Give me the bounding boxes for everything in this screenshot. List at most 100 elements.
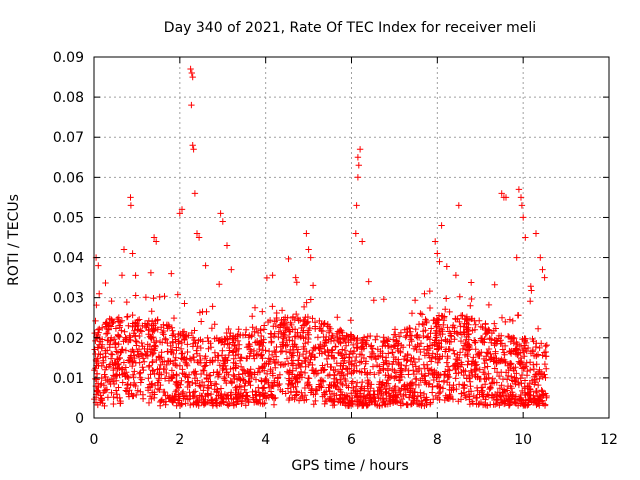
- data-point: [484, 363, 491, 370]
- data-point: [148, 308, 155, 315]
- data-point: [522, 401, 529, 408]
- data-point: [533, 389, 540, 396]
- data-point: [197, 383, 204, 390]
- x-tick-label: 12: [600, 432, 618, 448]
- data-point: [300, 335, 307, 342]
- data-point: [449, 396, 457, 403]
- data-point: [305, 331, 312, 338]
- y-tick-label: 0.06: [53, 170, 84, 186]
- data-point: [138, 351, 146, 359]
- data-point: [216, 336, 224, 344]
- data-point: [417, 340, 425, 347]
- data-point: [203, 308, 210, 315]
- data-point: [182, 359, 189, 366]
- x-tick-label: 10: [514, 432, 532, 448]
- data-point: [231, 373, 238, 380]
- data-point: [257, 352, 265, 359]
- data-point: [415, 334, 423, 341]
- data-point: [165, 395, 172, 402]
- data-point: [457, 323, 464, 330]
- data-point: [412, 343, 419, 350]
- data-point: [442, 336, 449, 343]
- data-point: [411, 388, 418, 396]
- data-point: [337, 388, 345, 396]
- data-point: [467, 302, 474, 309]
- data-point: [327, 337, 335, 345]
- data-point: [276, 380, 283, 388]
- data-point: [132, 333, 139, 340]
- data-point: [532, 371, 539, 378]
- data-point: [191, 336, 198, 344]
- data-point: [356, 146, 364, 153]
- data-point: [232, 360, 239, 367]
- data-point: [359, 238, 366, 245]
- data-point: [184, 348, 191, 356]
- data-point: [138, 339, 145, 347]
- data-point: [321, 391, 328, 399]
- y-tick-label: 0.01: [53, 371, 84, 387]
- data-point: [276, 322, 284, 329]
- data-point: [111, 336, 118, 343]
- data-point: [95, 262, 102, 269]
- data-point: [293, 388, 300, 395]
- data-point: [434, 394, 441, 402]
- data-point: [357, 394, 364, 402]
- data-point: [221, 335, 228, 342]
- data-point: [104, 347, 111, 354]
- data-point: [210, 369, 217, 376]
- data-point: [211, 335, 218, 342]
- data-point: [200, 399, 207, 406]
- data-point: [479, 384, 486, 391]
- data-point: [505, 366, 512, 374]
- data-point: [309, 282, 317, 289]
- data-points: [91, 65, 550, 410]
- data-point: [268, 351, 276, 359]
- data-point: [514, 397, 522, 404]
- data-point: [204, 334, 211, 342]
- data-point: [377, 367, 384, 374]
- data-point: [281, 320, 288, 327]
- data-point: [457, 337, 465, 345]
- data-point: [296, 352, 303, 360]
- data-point: [517, 375, 524, 382]
- data-point: [330, 397, 337, 405]
- data-point: [280, 329, 288, 336]
- data-point: [500, 392, 507, 399]
- data-point: [114, 361, 122, 368]
- data-point: [492, 348, 499, 355]
- data-point: [390, 358, 397, 365]
- data-point: [252, 376, 260, 383]
- data-point: [404, 328, 411, 336]
- data-point: [340, 336, 348, 343]
- data-point: [125, 393, 133, 400]
- data-point: [285, 369, 292, 377]
- data-point: [380, 296, 387, 303]
- data-point: [181, 356, 188, 363]
- data-point: [345, 384, 352, 391]
- data-point: [499, 346, 506, 353]
- data-point: [125, 374, 132, 382]
- data-point: [371, 371, 378, 378]
- data-point: [176, 210, 183, 217]
- data-point: [242, 331, 249, 338]
- data-point: [411, 297, 419, 304]
- data-point: [170, 314, 178, 322]
- data-point: [173, 402, 180, 409]
- data-point: [313, 387, 320, 394]
- data-point: [108, 317, 116, 324]
- data-point: [181, 300, 188, 307]
- data-point: [188, 69, 195, 77]
- x-axis-label: GPS time / hours: [291, 458, 408, 474]
- data-point: [510, 348, 517, 355]
- data-point: [532, 343, 539, 351]
- data-point: [187, 356, 195, 364]
- data-point: [187, 401, 194, 409]
- data-point: [302, 340, 309, 347]
- data-point: [312, 323, 319, 330]
- data-point: [92, 375, 99, 383]
- data-point: [96, 325, 103, 333]
- data-point: [220, 365, 227, 372]
- data-point: [164, 392, 171, 399]
- data-point: [160, 331, 167, 338]
- data-point: [429, 383, 436, 390]
